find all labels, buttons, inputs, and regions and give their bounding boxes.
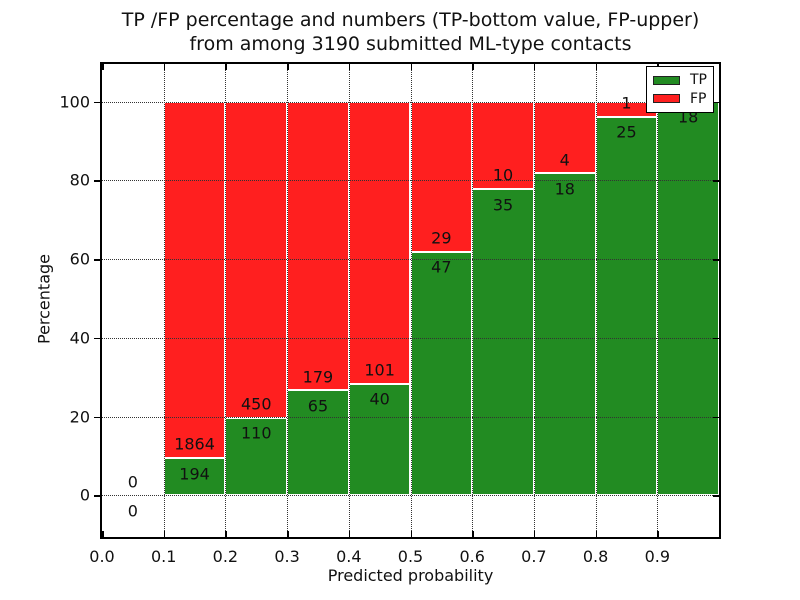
y-tick-mark [94, 180, 100, 182]
tp-count-label: 25 [616, 122, 637, 142]
x-tick-mark-top [348, 64, 351, 70]
fp-count-label: 179 [302, 367, 334, 387]
x-tick-label: 0.6 [459, 547, 485, 566]
legend-label-fp: FP [690, 90, 707, 107]
tp-bar-segment [657, 101, 719, 496]
fp-count-label: 450 [240, 394, 272, 414]
v-gridline [533, 64, 535, 537]
y-tick-mark [94, 101, 100, 104]
tp-count-label: 110 [240, 423, 272, 443]
x-tick-mark-top [287, 64, 289, 70]
y-tick-label: 80 [69, 170, 90, 190]
x-tick-mark [533, 531, 536, 537]
plot-area: 0018641944501101796510140294710354181250… [100, 62, 721, 539]
y-tick-label: 20 [69, 407, 90, 427]
x-tick-mark [657, 531, 659, 537]
legend: TP FP [646, 66, 714, 113]
v-gridline [348, 64, 350, 537]
y-tick-label: 100 [59, 92, 90, 112]
x-tick-mark [102, 531, 104, 537]
fp-count-label: 10 [492, 165, 514, 185]
tp-count-label: 47 [431, 257, 452, 277]
tp-count-label: 0 [127, 501, 138, 521]
fp-count-label: 29 [431, 228, 452, 248]
fp-bar-segment [348, 101, 411, 384]
chart-title-line1: TP /FP percentage and numbers (TP-bottom… [121, 9, 700, 31]
x-tick-mark [472, 531, 474, 537]
x-tick-mark [348, 531, 351, 537]
x-tick-mark-top [225, 64, 227, 70]
x-tick-label: 0.4 [336, 547, 362, 566]
tp-bar-segment [225, 418, 288, 496]
x-tick-mark [287, 531, 289, 537]
tp-count-label: 65 [307, 396, 329, 416]
y-tick-mark [94, 495, 100, 497]
fp-count-label: 1 [621, 93, 632, 113]
x-tick-label: 0.1 [150, 547, 177, 566]
fp-bar-segment [163, 101, 226, 459]
tp-bar-segment [163, 458, 226, 496]
v-gridline [472, 64, 474, 537]
x-tick-mark-top [472, 64, 474, 70]
x-tick-mark-top [595, 64, 598, 70]
fp-count-label: 4 [559, 150, 570, 170]
tp-count-label: 40 [369, 389, 390, 409]
fp-bar-segment [410, 101, 473, 252]
y-tick-mark [94, 416, 100, 419]
tp-count-label: 194 [179, 464, 210, 484]
v-gridline [225, 64, 227, 537]
v-gridline [410, 64, 412, 537]
x-tick-label: 0.3 [274, 547, 300, 566]
y-tick-mark-right [713, 180, 719, 182]
tp-color-swatch [653, 75, 680, 85]
v-gridline [657, 64, 659, 537]
fp-color-swatch [653, 94, 680, 104]
legend-entry-tp: TP [653, 72, 707, 88]
tp-bar-segment [472, 189, 534, 496]
x-tick-mark-top [410, 64, 412, 70]
x-tick-label: 0.2 [212, 547, 239, 566]
y-tick-mark-right [713, 495, 719, 497]
tp-count-label: 35 [492, 195, 514, 215]
chart-title-line2: from among 3190 submitted ML-type contac… [189, 33, 632, 55]
tp-bar-segment [595, 116, 658, 496]
x-tick-mark [595, 531, 598, 537]
v-gridline [595, 64, 597, 537]
x-tick-mark-top [102, 64, 104, 70]
chart-title: TP /FP percentage and numbers (TP-bottom… [100, 8, 721, 56]
y-tick-mark-right [713, 259, 719, 261]
y-tick-mark-right [713, 337, 719, 340]
x-tick-mark-top [533, 64, 536, 70]
v-gridline [163, 64, 165, 537]
x-tick-label: 0.7 [521, 547, 547, 566]
x-tick-label: 0.9 [644, 547, 671, 566]
fp-count-label: 101 [364, 360, 395, 380]
x-tick-label: 0.8 [582, 547, 609, 566]
x-tick-mark [410, 531, 412, 537]
tp-count-label: 18 [554, 179, 575, 199]
y-tick-mark-right [713, 416, 719, 419]
tp-bar-segment [410, 251, 473, 496]
tp-bar-segment [533, 173, 596, 496]
y-tick-label: 40 [69, 328, 90, 348]
v-gridline [287, 64, 289, 537]
x-tick-mark [225, 531, 227, 537]
legend-label-tp: TP [690, 72, 707, 89]
tp-bar-segment [287, 390, 349, 496]
x-tick-mark [163, 531, 166, 537]
legend-entry-fp: FP [653, 91, 707, 107]
y-tick-label: 0 [79, 485, 90, 505]
x-tick-label: 0.0 [89, 547, 115, 566]
y-tick-label: 60 [69, 249, 90, 269]
fp-count-label: 1864 [174, 434, 215, 454]
y-tick-mark [94, 337, 100, 340]
y-tick-mark-right [713, 101, 719, 104]
x-tick-label: 0.5 [397, 547, 424, 566]
fp-bar-segment [287, 101, 349, 391]
fp-count-label: 0 [127, 472, 138, 491]
x-axis-label: Predicted probability [327, 566, 494, 585]
y-tick-mark [94, 259, 100, 261]
x-tick-mark-top [163, 64, 166, 70]
